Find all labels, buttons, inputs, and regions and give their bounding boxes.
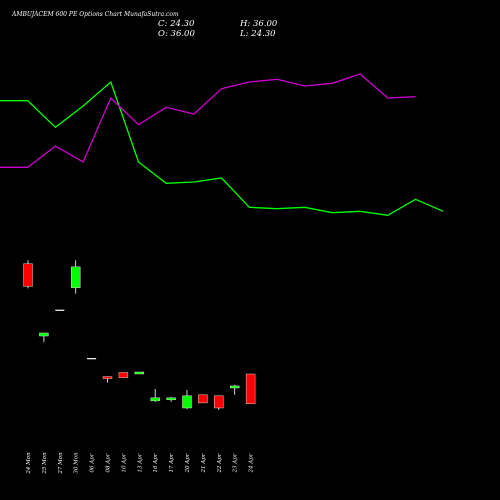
indicator-line-magenta [0,73,416,168]
candle-body [87,358,97,360]
indicator-lines [0,73,444,216]
candle-body [182,395,192,409]
candle-body [118,372,129,378]
low-value: L: 24.30 [240,29,276,39]
candle-body [214,395,224,409]
x-tick-label: 30 Mon [74,452,80,474]
x-axis-labels: 24 Mon 25 Mon 27 Mon 30 Mon 06 Apr 08 Apr 10 A… [26,452,255,475]
high-value: H: 36.00 [240,19,278,29]
candles-group [23,260,256,410]
x-tick-label: 06 Apr [90,453,96,472]
chart-title: AMBUJACEM 600 PE Options Chart MunafaSut… [12,11,179,18]
x-tick-label: 13 Apr [137,453,143,472]
x-tick-label: 21 Apr [201,453,207,473]
x-tick-label: 25 Mon [42,452,48,475]
x-tick-label: 27 Mon [58,452,64,475]
candle-body [134,371,145,375]
close-value: C: 24.30 [158,19,195,29]
candle-body [23,263,33,287]
x-tick-label: 10 Apr [121,453,127,472]
indicator-line-green [0,80,444,216]
candle-body [166,397,176,401]
candle-body [39,332,49,337]
x-tick-label: 23 Apr [233,453,239,473]
x-tick-label: 08 Apr [106,453,112,472]
open-value: O: 36.00 [158,29,195,39]
candle-body [102,376,113,379]
x-tick-label: 22 Apr [217,453,223,473]
candle-body [55,309,65,311]
candle-body [70,266,81,288]
candle-body [245,373,256,404]
x-tick-label: 16 Apr [153,453,159,472]
x-tick-label: 24 Mon [26,452,32,475]
x-tick-label: 20 Apr [185,453,191,473]
x-tick-label: 17 Apr [169,453,175,472]
x-tick-label: 24 Apr [249,453,255,473]
candle-body [229,385,240,389]
candle-body [150,397,160,402]
candle-body [198,394,208,404]
